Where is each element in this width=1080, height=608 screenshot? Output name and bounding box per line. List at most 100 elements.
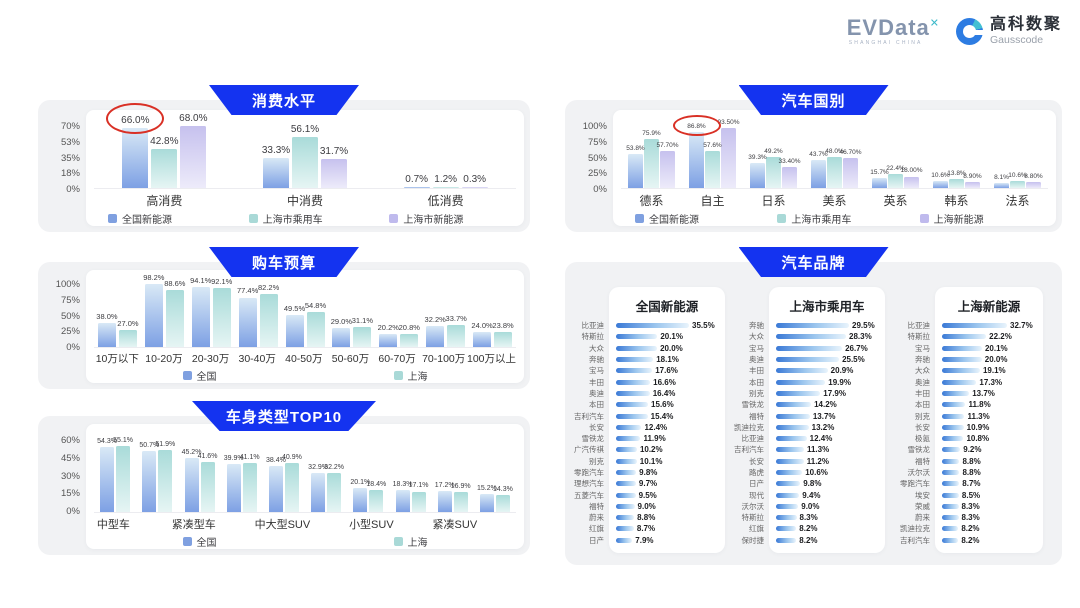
bar-group: 0.7% 1.2% 0.3% (375, 126, 516, 188)
brand-row: 宝马 17.6% (569, 365, 725, 376)
bar-value-label: 20.8% (398, 322, 420, 332)
bar-wrapper: 41.1% (240, 440, 260, 512)
y-tick-label: 50% (587, 152, 607, 164)
category-label: 自主 (700, 194, 725, 208)
category-label: 紧凑型车 (171, 519, 216, 531)
legend-item: 全国 (94, 368, 305, 383)
bar-group: 15.7% 22.4% 18.00% (865, 126, 926, 188)
legend-swatch (182, 537, 192, 546)
brand-name: 奔驰 (589, 355, 604, 365)
brand-column-title: 上海市乘用车 (789, 300, 865, 314)
bar-plot-area: 54.3% 55.1% 50.7% 51.9% 45.2% 41.6% 39.9% 41.1%… (94, 437, 516, 513)
bar-value-label: 88.6% (164, 279, 186, 289)
chart-legend: 全国新能源 上海市乘用车 上海市新能源 (94, 211, 516, 226)
brand-name: 宝马 (589, 366, 604, 376)
purchase-budget-section: 购车预算 100% 75% 50% 25% 0% 38.0% 27.0% 98.2% 88.6… (38, 247, 530, 389)
bar-wrapper: 1.2% (432, 126, 459, 188)
bar-group: 18.3% 17.1% (389, 440, 431, 512)
category-label: 法系 (1005, 194, 1030, 208)
brand-bar-track: 10.6% (769, 468, 885, 477)
brand-rows: 比亚迪 35.5% 特斯拉 20.1% 大众 20.0% 奔驰 18.1% 宝马 17.6% 丰田 1… (569, 320, 725, 546)
bar-value-label: 18.4% (366, 480, 387, 488)
brand-row: 凯迪拉克 8.2% (895, 523, 1043, 534)
brand-bar-track: 8.2% (935, 536, 1043, 545)
bar-wrapper: 75.9% (642, 126, 661, 188)
category-labels-row: 高消费 中消费 低消费 (94, 189, 516, 209)
brand-percent: 9.8% (639, 468, 658, 477)
legend-item: 全国新能源 (621, 211, 763, 226)
brand-bar (776, 357, 840, 363)
bar (332, 328, 351, 347)
legend-label: 全国 (196, 538, 217, 549)
brand-name: 现代 (749, 490, 764, 500)
brand-percent: 22.2% (989, 332, 1012, 342)
brand-row: 蔚来 8.3% (895, 512, 1043, 523)
bar-value-label: 57.6% (703, 142, 722, 150)
brand-percent: 9.0% (801, 501, 820, 511)
bar-wrapper: 0.7% (403, 126, 430, 188)
bar-wrapper: 57.6% (703, 126, 722, 188)
brand-bar (942, 345, 982, 351)
bar-group: 77.4% 82.2% (235, 283, 282, 347)
brand-percent: 8.8% (962, 468, 981, 477)
bar (142, 451, 157, 512)
brand-bar-track: 12.4% (769, 434, 885, 443)
bar-group: 86.8% 57.6% 93.50% (672, 114, 743, 188)
brand-name: 蔚来 (915, 513, 930, 523)
brand-bar (942, 424, 964, 430)
brand-bar (942, 515, 959, 521)
brand-percent: 8.2% (799, 535, 818, 545)
bar-value-label: 98.2% (143, 273, 165, 283)
legend-swatch (393, 537, 403, 546)
brand-name: 长安 (589, 422, 604, 432)
brand-row: 宝马 20.1% (895, 343, 1043, 354)
brand-bar-track: 8.3% (769, 513, 885, 522)
bar-value-label: 68.0% (179, 112, 208, 124)
brand-bar (776, 470, 803, 475)
brand-bar-track: 17.9% (769, 389, 885, 398)
bar-wrapper: 20.1% (350, 440, 371, 512)
legend-swatch (635, 214, 644, 223)
chart-legend: 全国 上海 (94, 534, 516, 549)
bar (628, 153, 643, 188)
brand-row: 长安 10.9% (895, 422, 1043, 433)
bar-wrapper: 18.4% (366, 440, 387, 512)
bar-group: 15.2% 14.3% (474, 440, 516, 512)
bar-group: 17.2% 16.9% (432, 440, 474, 512)
brand-column-national-nev: 全国新能源 比亚迪 35.5% 特斯拉 20.1% 大众 20.0% 奔驰 18.1% 宝马 17… (569, 287, 725, 553)
bar (400, 333, 419, 347)
bar (311, 472, 326, 512)
brand-name: 丰田 (915, 388, 930, 398)
bar-value-label: 40.9% (281, 453, 302, 461)
brand-name: 特斯拉 (581, 332, 605, 342)
bar-value-label: 20.1% (350, 478, 371, 486)
bar-group: 24.0% 23.8% (469, 284, 516, 347)
y-tick-label: 15% (60, 488, 80, 500)
evdata-x-icon: ✕ (929, 17, 940, 30)
bar-value-label: 92.1% (211, 277, 233, 287)
brand-name: 丰田 (749, 366, 764, 376)
brand-bar-track: 18.1% (609, 355, 725, 364)
category-labels-row: 中型车 紧凑型车 中大型SUV 小型SUV 紧凑SUV (94, 513, 516, 532)
bar-value-label: 23.8% (492, 320, 514, 330)
y-tick-label: 50% (60, 310, 80, 322)
brand-bar-track: 10.2% (609, 445, 725, 454)
brand-percent: 28.3% (849, 332, 872, 342)
brand-name: 福特 (749, 411, 764, 421)
brand-row: 奔驰 29.5% (729, 320, 885, 331)
bar-wrapper: 39.9% (224, 440, 244, 512)
brand-bar (616, 390, 650, 396)
bar-value-label: 46.70% (839, 149, 862, 157)
brand-name: 比亚迪 (741, 434, 765, 444)
brand-row: 极氪 10.8% (895, 433, 1043, 444)
brand-bar-track: 8.2% (769, 524, 885, 533)
bar-value-label: 17.2% (434, 482, 455, 490)
brand-percent: 8.3% (799, 513, 818, 523)
brand-bar (776, 334, 846, 340)
bar-value-label: 93.50% (717, 119, 740, 127)
brand-percent: 26.7% (845, 343, 868, 353)
brand-bar-track: 15.4% (609, 412, 725, 421)
bar (268, 465, 283, 512)
brand-percent: 20.1% (660, 332, 683, 342)
brand-row: 雪铁龙 11.9% (569, 433, 725, 444)
